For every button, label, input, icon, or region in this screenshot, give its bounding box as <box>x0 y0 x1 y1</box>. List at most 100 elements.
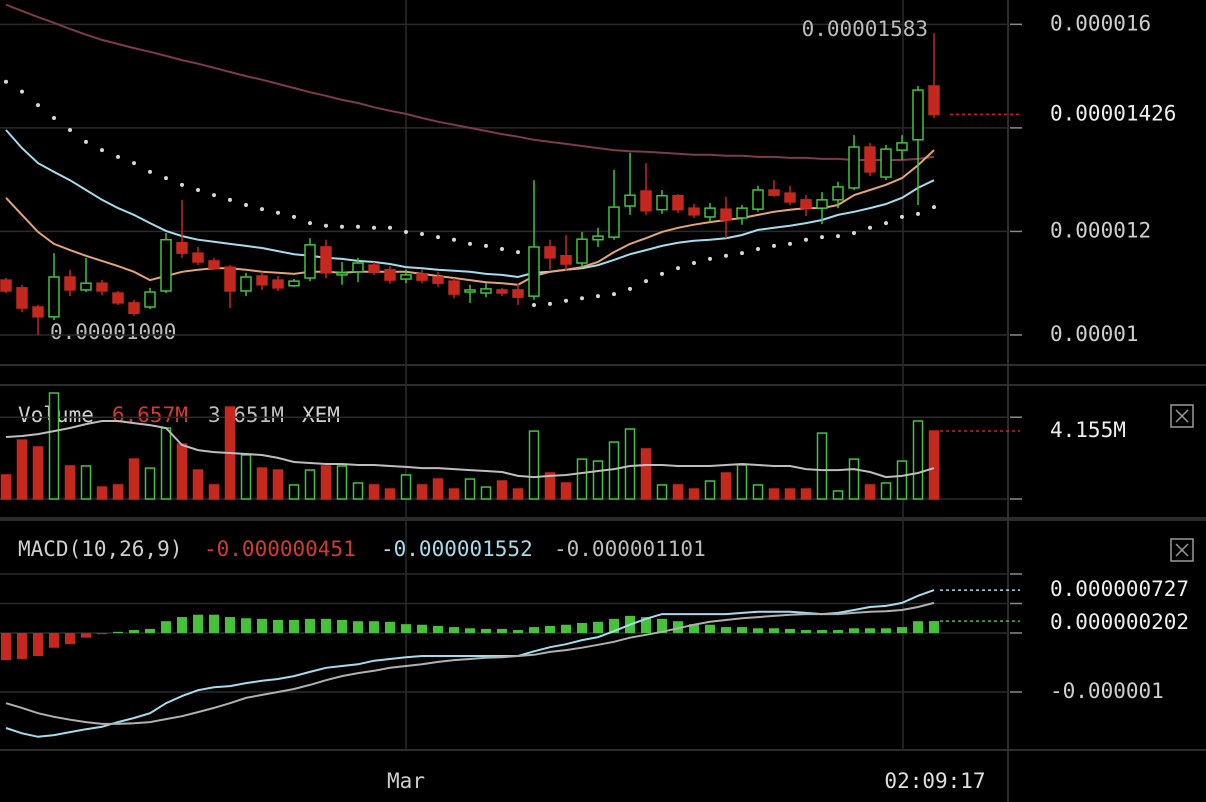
macd-histogram-bar <box>705 624 715 633</box>
macd-histogram-bar <box>17 632 27 659</box>
volume-ma-line <box>5 420 935 479</box>
sar-dot <box>244 203 248 208</box>
sar-dot <box>820 235 824 240</box>
macd-histogram-bar <box>929 621 939 633</box>
volume-bar <box>192 469 204 500</box>
macd-histogram-bar <box>529 627 539 633</box>
candle-body <box>64 276 76 291</box>
volume-bar <box>432 478 444 500</box>
candle-body <box>896 142 908 151</box>
sar-dot <box>708 256 712 261</box>
volume-bar <box>640 448 652 500</box>
candle-body <box>768 189 780 196</box>
sar-dot <box>148 169 152 174</box>
candle-body <box>128 302 140 314</box>
volume-bar <box>384 488 396 500</box>
current-histogram-label: 0.000000202 <box>1050 610 1189 634</box>
volume-bar <box>304 469 316 500</box>
volume-bar <box>128 458 140 500</box>
sar-dot <box>68 127 72 132</box>
volume-unit: XEM <box>302 403 340 427</box>
sar-dot <box>116 154 120 159</box>
sar-dot <box>516 250 520 255</box>
volume-bar <box>64 465 76 500</box>
macd-histogram-bar <box>849 628 859 633</box>
sar-dot <box>724 253 728 258</box>
macd-legend-value: -0.000001101 <box>554 537 706 561</box>
candle-body <box>288 280 300 287</box>
macd-histogram-bar <box>673 621 683 633</box>
volume-bar <box>720 472 732 500</box>
close-volume[interactable] <box>1170 404 1194 428</box>
sar-dot <box>84 139 88 144</box>
volume-bar <box>176 443 188 500</box>
macd-histogram-bar <box>657 618 667 633</box>
macd-histogram-bar <box>577 622 587 633</box>
sar-dot <box>228 197 232 202</box>
volume-bar <box>896 460 908 500</box>
macd-histogram-bar <box>225 617 235 633</box>
macd-histogram-bar <box>369 621 379 633</box>
candle-body <box>720 208 732 221</box>
volume-bar <box>848 458 860 500</box>
sar-dot <box>52 116 56 121</box>
volume-bar <box>624 428 636 500</box>
sar-dot <box>356 224 360 229</box>
candle-body <box>448 280 460 295</box>
macd-histogram-bar <box>641 617 651 633</box>
candle-body <box>16 287 28 309</box>
macd-histogram-bar <box>65 632 75 645</box>
sar-dot <box>548 301 552 306</box>
volume-bar <box>912 420 924 500</box>
candle-body <box>352 262 364 273</box>
macd-histogram-bar <box>257 618 267 633</box>
candle-body <box>928 85 940 116</box>
volume-legend-value: 6.657M <box>112 403 188 427</box>
sar-dot <box>196 188 200 193</box>
candle-body <box>400 274 412 280</box>
candle-body <box>480 288 492 294</box>
volume-bar <box>80 465 92 500</box>
candle-body <box>848 146 860 189</box>
macd-histogram-bar <box>305 618 315 633</box>
volume-bar <box>320 465 332 500</box>
candle-body <box>208 260 220 269</box>
macd-histogram-bar <box>241 618 251 633</box>
sar-dot <box>436 235 440 240</box>
candle-body <box>0 279 12 292</box>
candle-body <box>416 273 428 281</box>
volume-bar <box>800 488 812 500</box>
candle-body <box>192 252 204 263</box>
candle-body <box>640 190 652 212</box>
volume-bar <box>400 474 412 500</box>
volume-bar <box>832 490 844 500</box>
candle-body <box>608 206 620 238</box>
sar-dot <box>132 161 136 166</box>
volume-legend-value: 3.651M <box>208 403 284 427</box>
sar-dot <box>932 205 936 210</box>
volume-bar <box>656 484 668 500</box>
y-tick-label: 0.000016 <box>1050 11 1151 35</box>
volume-bar <box>496 480 508 500</box>
volume-bar <box>416 484 428 500</box>
sar-dot <box>308 221 312 226</box>
macd-histogram-bar <box>753 628 763 633</box>
sar-dot <box>580 296 584 301</box>
macd-histogram-bar <box>465 628 475 633</box>
macd-histogram-bar <box>817 630 827 633</box>
volume-bar <box>448 488 460 500</box>
candle-body <box>864 146 876 173</box>
volume-bar <box>928 430 940 500</box>
candle-body <box>528 246 540 297</box>
candle-body <box>384 268 396 281</box>
candle-body <box>112 292 124 304</box>
volume-bar <box>864 484 876 500</box>
time-tick-label: Mar <box>387 769 425 793</box>
volume-bar <box>560 482 572 500</box>
macd-histogram-bar <box>209 614 219 633</box>
current-price-label: 0.00001426 <box>1050 101 1176 125</box>
macd-histogram-bar <box>385 621 395 633</box>
volume-bar <box>112 484 124 500</box>
close-macd[interactable] <box>1170 538 1194 562</box>
macd-histogram-bar <box>193 614 203 633</box>
